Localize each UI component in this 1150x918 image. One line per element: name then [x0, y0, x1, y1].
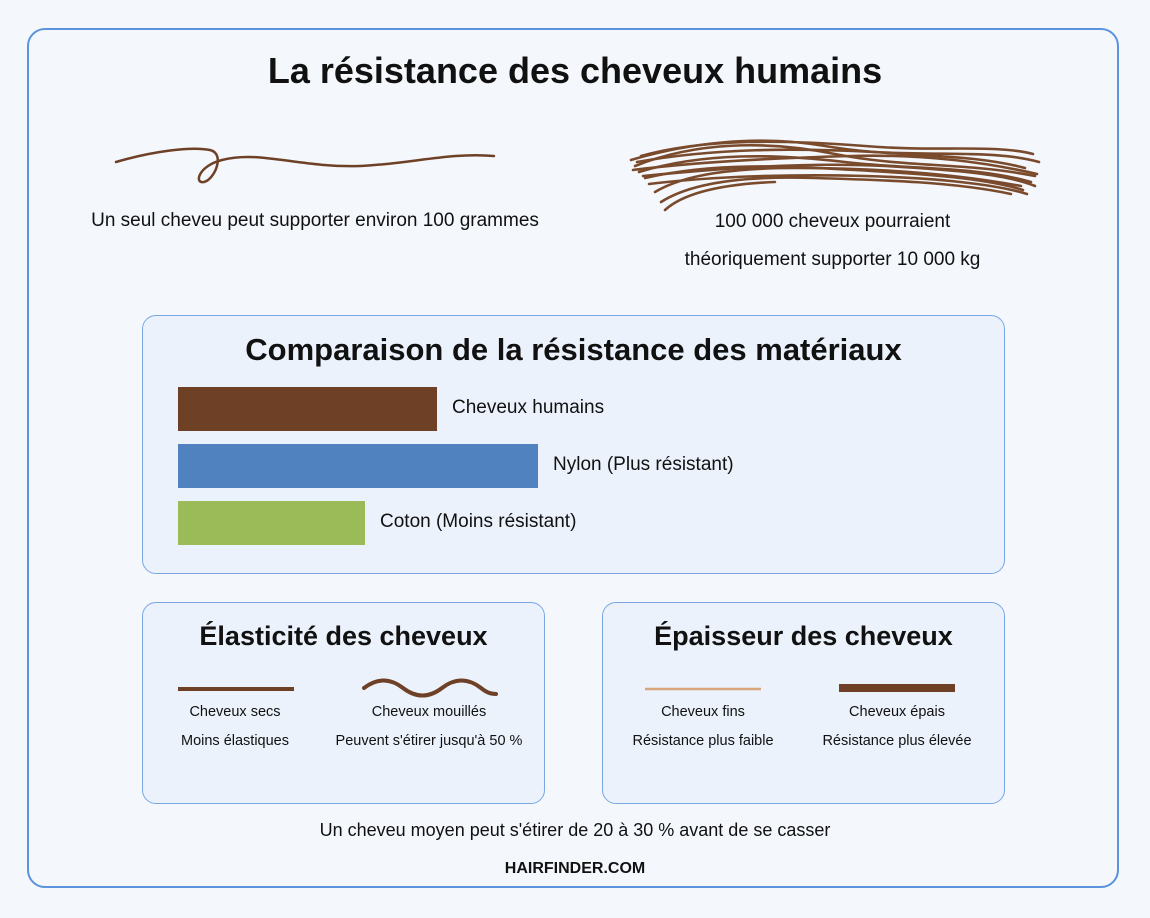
hair-bundle-caption-line-2: théoriquement supporter 10 000 kg	[684, 249, 981, 270]
wet-hair-detail: Peuvent s'étirer jusqu'à 50 %	[335, 733, 523, 749]
thin-hair-title: Cheveux fins	[661, 704, 745, 720]
footer-note: Un cheveu moyen peut s'étirer de 20 à 30…	[319, 820, 831, 840]
straight-line-icon	[178, 687, 294, 691]
comparison-title: Comparaison de la résistance des matéria…	[245, 332, 902, 367]
elasticity-panel: Élasticité des cheveux	[142, 602, 545, 804]
thick-hair-label: Cheveux épais Résistance plus élevée	[777, 698, 1017, 756]
hair-bundle-caption: 100 000 cheveux pourraient théoriquement…	[640, 203, 1025, 279]
dry-hair-label: Cheveux secs Moins élastiques	[115, 698, 355, 756]
thin-hair-detail: Résistance plus faible	[632, 733, 774, 749]
page-title: La résistance des cheveux humains	[267, 50, 883, 91]
single-hair-strand-icon	[114, 147, 496, 184]
comparison-bar-label-2: Coton (Moins résistant)	[380, 511, 577, 532]
thin-hair-label: Cheveux fins Résistance plus faible	[583, 698, 823, 756]
dry-hair-title: Cheveux secs	[189, 704, 281, 720]
elasticity-title: Élasticité des cheveux	[199, 621, 488, 651]
thin-line-icon	[645, 687, 761, 691]
wet-hair-label: Cheveux mouillés Peuvent s'étirer jusqu'…	[309, 698, 549, 756]
thick-hair-title: Cheveux épais	[849, 704, 945, 720]
thick-line-icon	[839, 684, 955, 692]
thick-hair-detail: Résistance plus élevée	[822, 733, 972, 749]
thickness-title: Épaisseur des cheveux	[654, 621, 953, 651]
wet-hair-title: Cheveux mouillés	[371, 704, 487, 720]
thickness-panel: Épaisseur des cheveux	[602, 602, 1005, 804]
hair-bundle-caption-line-1: 100 000 cheveux pourraient	[714, 211, 951, 232]
single-hair-caption: Un seul cheveu peut supporter environ 10…	[91, 210, 539, 231]
comparison-bar-0	[178, 387, 437, 431]
dry-hair-detail: Moins élastiques	[181, 733, 289, 749]
comparison-bar-label-1: Nylon (Plus résistant)	[553, 454, 734, 475]
credit: HAIRFINDER.COM	[504, 860, 646, 877]
wavy-line-icon	[362, 678, 498, 698]
comparison-bar-1	[178, 444, 538, 488]
comparison-bar-2	[178, 501, 365, 545]
comparison-bar-label-0: Cheveux humains	[452, 397, 605, 418]
hair-bundle-icon	[629, 139, 1041, 212]
